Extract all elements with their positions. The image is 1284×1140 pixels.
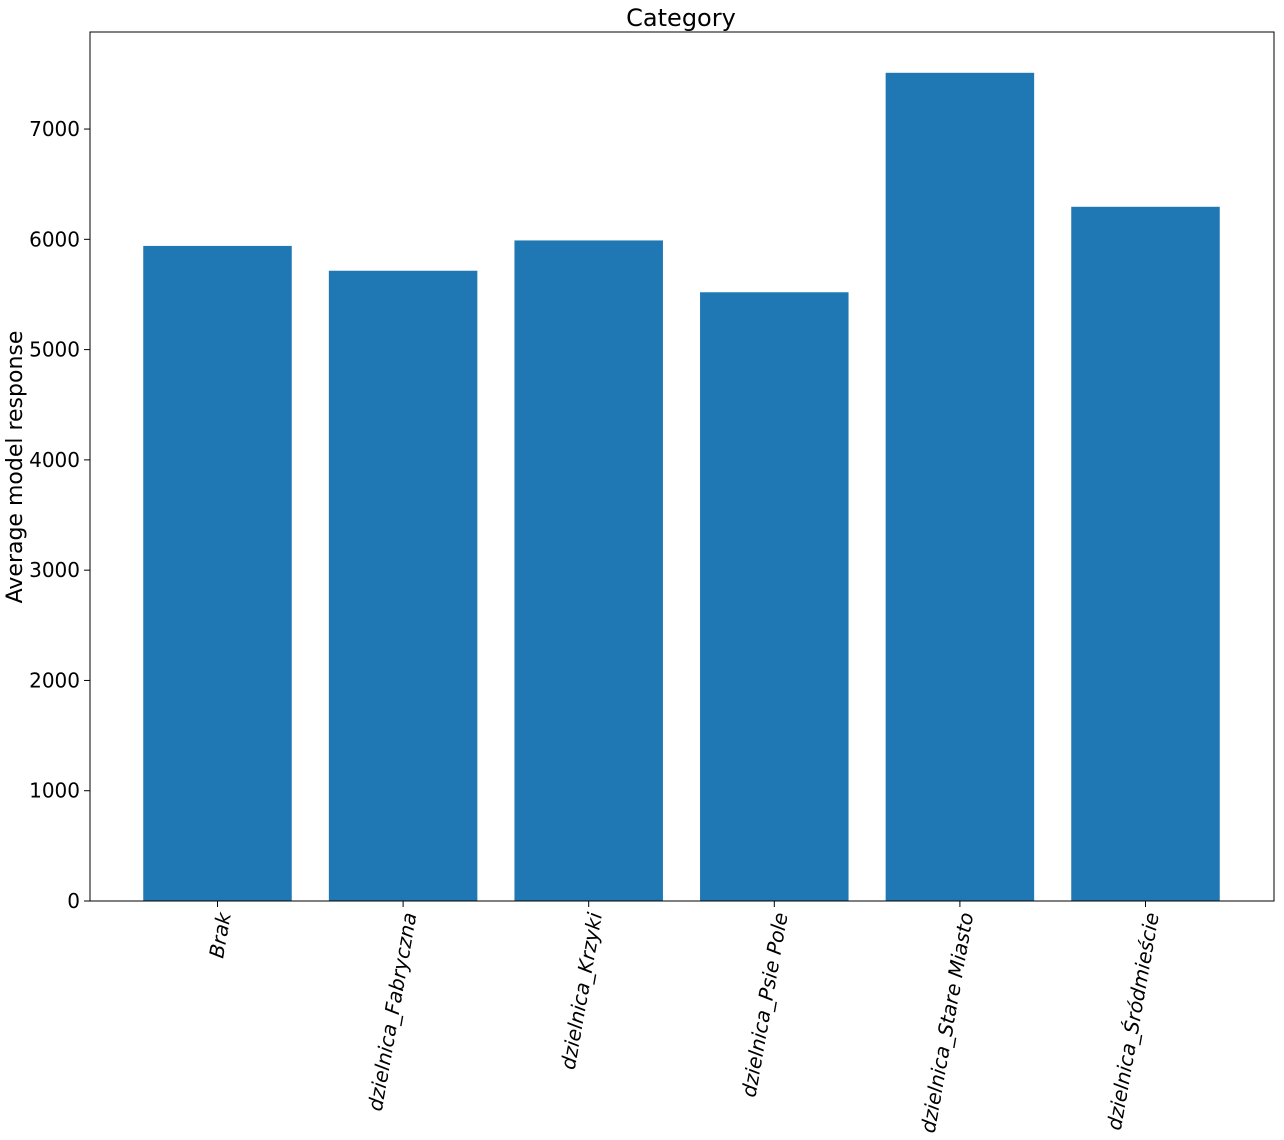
y-tick-label-4: 4000 (29, 448, 80, 472)
y-axis: 0 1000 2000 3000 4000 5000 6000 7000 (29, 117, 90, 913)
y-tick-label-5: 5000 (29, 338, 80, 362)
plot-frame (89, 31, 1275, 902)
y-tick-label-3: 3000 (29, 558, 80, 582)
bars-group (143, 72, 1220, 902)
bar-2 (514, 240, 663, 901)
y-axis-title: Average model response (3, 331, 28, 604)
y-tick-label-1: 1000 (29, 779, 80, 803)
bar-4 (885, 72, 1035, 902)
y-tick-label-2: 2000 (29, 668, 80, 692)
x-tick-label-0: Brak (204, 909, 236, 960)
bar-3 (700, 292, 849, 901)
y-tick-label-0: 0 (67, 889, 80, 913)
x-tick-label-2: dzielnica_Krzyki (556, 910, 607, 1071)
y-tick-label-6: 6000 (29, 227, 80, 251)
x-tick-label-4: dzielnica_Stare Miasto (916, 911, 978, 1135)
x-tick-label-5: dzielnica_Śródmieście (1102, 911, 1164, 1132)
bar-0 (143, 245, 292, 901)
chart-title: Category (626, 4, 736, 32)
bar-5 (1071, 206, 1220, 902)
x-tick-label-1: dzielnica_Fabryczna (363, 911, 422, 1113)
bar-1 (328, 270, 478, 901)
x-axis: Brak dzielnica_Fabryczna dzielnica_Krzyki d… (204, 901, 1164, 1135)
x-tick-label-3: dzielnica_Psie Pole (737, 911, 793, 1099)
y-tick-label-7: 7000 (29, 117, 80, 141)
